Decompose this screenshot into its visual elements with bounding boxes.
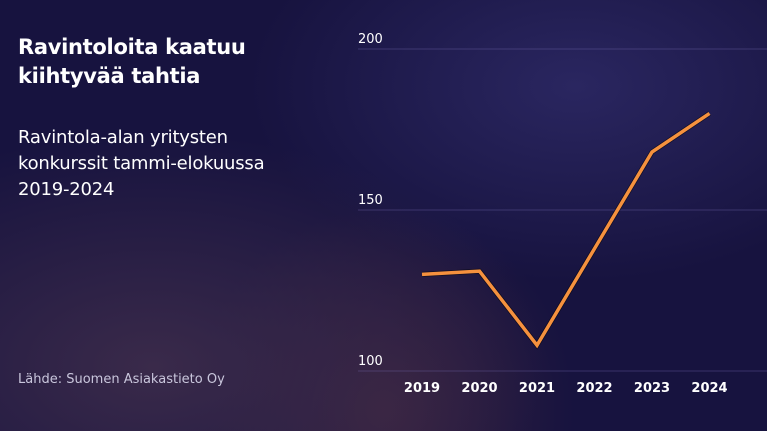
source-note: Lähde: Suomen Asiakastieto Oy: [18, 372, 225, 387]
chart-subtitle: Ravintola-alan yritysten konkurssit tamm…: [18, 127, 265, 200]
x-tick-label: 2019: [404, 381, 440, 396]
x-tick-label: 2021: [519, 381, 555, 396]
x-tick-label: 2024: [691, 381, 727, 396]
series-line-shadow: [421, 111, 711, 350]
y-tick-label: 150: [358, 193, 383, 208]
y-tick-label: 100: [358, 354, 383, 369]
x-tick-label: 2023: [634, 381, 670, 396]
chart-title: Ravintoloita kaatuu kiihtyvää tahtia: [18, 35, 246, 88]
x-tick-label: 2020: [461, 381, 497, 396]
x-tick-label: 2022: [576, 381, 612, 396]
series-line: [421, 111, 711, 349]
y-tick-label: 200: [358, 32, 383, 47]
